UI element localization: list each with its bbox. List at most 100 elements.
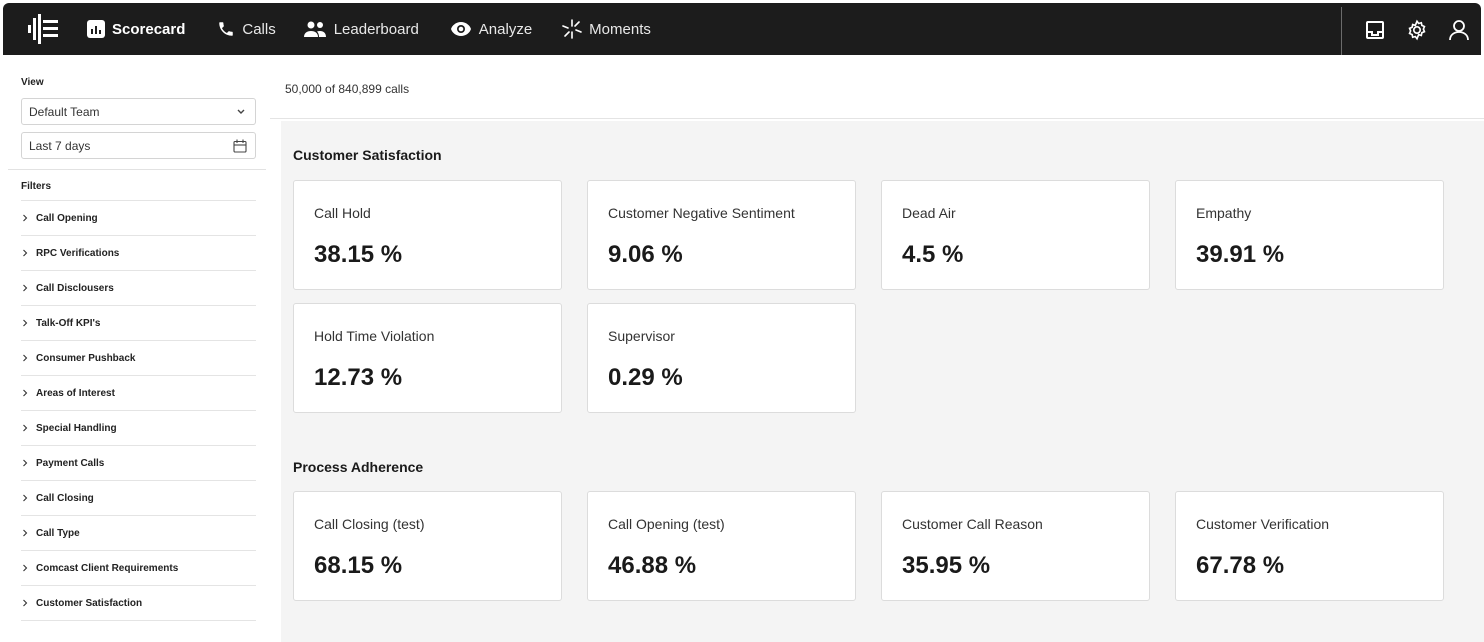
chevron-right-icon: [21, 284, 36, 292]
metric-label: Empathy: [1196, 205, 1252, 221]
filter-item-label: Call Opening: [36, 212, 98, 224]
filter-item-call-type[interactable]: Call Type: [21, 516, 256, 551]
nav-label: Moments: [589, 20, 651, 38]
phone-icon: [217, 20, 235, 38]
metric-value: 39.91 %: [1196, 241, 1285, 268]
chevron-right-icon: [21, 494, 36, 502]
metric-value: 35.95 %: [902, 552, 991, 579]
filter-item-consumer-pushback[interactable]: Consumer Pushback: [21, 341, 256, 376]
nav-leaderboard[interactable]: Leaderboard: [303, 3, 419, 55]
metric-card-call-hold[interactable]: Call Hold 38.15 %: [293, 180, 562, 290]
filter-item-label: Call Closing: [36, 492, 94, 504]
chevron-right-icon: [21, 424, 36, 432]
metric-value: 68.15 %: [314, 552, 403, 579]
chevron-right-icon: [21, 214, 36, 222]
app-logo-icon[interactable]: [27, 14, 59, 44]
nav-label: Analyze: [478, 20, 533, 38]
filter-item-call-opening[interactable]: Call Opening: [21, 201, 256, 236]
view-label: View: [21, 77, 44, 88]
metric-label: Hold Time Violation: [314, 328, 435, 344]
team-select-value: Default Team: [29, 104, 100, 119]
main-nav: Scorecard Calls Leaderboard Analyze Mome…: [87, 3, 651, 55]
filter-item-label: Talk-Off KPI's: [36, 317, 101, 329]
filter-item-customer-satisfaction[interactable]: Customer Satisfaction: [21, 586, 256, 621]
people-icon: [303, 20, 327, 38]
filter-item-label: Call Disclousers: [36, 282, 114, 294]
metric-card-empathy[interactable]: Empathy 39.91 %: [1175, 180, 1444, 290]
filter-item-call-disclousers[interactable]: Call Disclousers: [21, 271, 256, 306]
metric-label: Call Opening (test): [608, 516, 725, 532]
section-title-process-adherence: Process Adherence: [293, 459, 424, 475]
nav-label: Leaderboard: [333, 20, 419, 38]
filter-item-label: Special Handling: [36, 422, 117, 434]
sidebar: View Default Team Last 7 days Filters Ca…: [0, 55, 270, 642]
metric-value: 46.88 %: [608, 552, 697, 579]
filter-item-label: Call Type: [36, 527, 80, 539]
chevron-down-icon: [235, 105, 247, 120]
sidebar-divider: [8, 169, 266, 170]
user-icon[interactable]: [1445, 17, 1473, 43]
top-navigation-bar: Scorecard Calls Leaderboard Analyze Mome…: [3, 3, 1481, 55]
chevron-right-icon: [21, 564, 36, 572]
gear-icon[interactable]: [1403, 17, 1431, 43]
nav-analyze[interactable]: Analyze: [450, 3, 532, 55]
chevron-right-icon: [21, 599, 36, 607]
metric-value: 38.15 %: [314, 241, 403, 268]
metric-card-customer-negative-sentiment[interactable]: Customer Negative Sentiment 9.06 %: [587, 180, 856, 290]
metric-label: Call Closing (test): [314, 516, 425, 532]
sparkle-icon: [562, 19, 582, 39]
filter-item-label: Consumer Pushback: [36, 352, 136, 364]
metric-value: 4.5 %: [902, 241, 964, 268]
metric-value: 0.29 %: [608, 364, 683, 391]
metric-label: Customer Call Reason: [902, 516, 1043, 532]
call-count: 50,000 of 840,899 calls: [285, 82, 410, 96]
filter-item-areas-of-interest[interactable]: Areas of Interest: [21, 376, 256, 411]
scorecard-content: Customer Satisfaction Call Hold 38.15 % …: [281, 121, 1484, 642]
metric-card-call-opening-test[interactable]: Call Opening (test) 46.88 %: [587, 491, 856, 601]
metric-label: Customer Negative Sentiment: [608, 205, 795, 221]
metric-label: Customer Verification: [1196, 516, 1330, 532]
section-title-customer-satisfaction: Customer Satisfaction: [293, 147, 442, 163]
metric-card-call-closing-test[interactable]: Call Closing (test) 68.15 %: [293, 491, 562, 601]
metric-value: 67.78 %: [1196, 552, 1285, 579]
inbox-icon[interactable]: [1361, 17, 1389, 43]
chevron-right-icon: [21, 529, 36, 537]
filter-list: Call Opening RPC Verifications Call Disc…: [21, 200, 256, 621]
metric-label: Supervisor: [608, 328, 675, 344]
date-range-select[interactable]: Last 7 days: [21, 132, 256, 159]
filter-item-special-handling[interactable]: Special Handling: [21, 411, 256, 446]
metric-card-hold-time-violation[interactable]: Hold Time Violation 12.73 %: [293, 303, 562, 413]
top-right-actions: [1361, 17, 1484, 43]
metric-card-supervisor[interactable]: Supervisor 0.29 %: [587, 303, 856, 413]
calendar-icon: [233, 139, 247, 156]
filter-item-rpc-verifications[interactable]: RPC Verifications: [21, 236, 256, 271]
chevron-right-icon: [21, 319, 36, 327]
metric-card-customer-verification[interactable]: Customer Verification 67.78 %: [1175, 491, 1444, 601]
filter-item-label: Comcast Client Requirements: [36, 562, 179, 574]
eye-icon: [450, 21, 472, 37]
date-range-value: Last 7 days: [29, 138, 91, 153]
nav-scorecard[interactable]: Scorecard: [87, 3, 185, 55]
nav-calls[interactable]: Calls: [217, 3, 276, 55]
metric-label: Call Hold: [314, 205, 371, 221]
metric-card-dead-air[interactable]: Dead Air 4.5 %: [881, 180, 1150, 290]
nav-divider: [1341, 7, 1342, 55]
chevron-right-icon: [21, 459, 36, 467]
metric-value: 12.73 %: [314, 364, 403, 391]
filter-item-label: Payment Calls: [36, 457, 105, 469]
nav-moments[interactable]: Moments: [562, 3, 651, 55]
nav-label: Scorecard: [112, 20, 186, 38]
filter-item-call-closing[interactable]: Call Closing: [21, 481, 256, 516]
filter-item-payment-calls[interactable]: Payment Calls: [21, 446, 256, 481]
chevron-right-icon: [21, 389, 36, 397]
filters-label: Filters: [21, 181, 52, 192]
chevron-right-icon: [21, 354, 36, 362]
results-header: 50,000 of 840,899 calls: [270, 55, 1484, 119]
metric-label: Dead Air: [902, 205, 956, 221]
filter-item-label: RPC Verifications: [36, 247, 120, 259]
metric-card-customer-call-reason[interactable]: Customer Call Reason 35.95 %: [881, 491, 1150, 601]
filter-item-talk-off-kpis[interactable]: Talk-Off KPI's: [21, 306, 256, 341]
filter-item-comcast-client-requirements[interactable]: Comcast Client Requirements: [21, 551, 256, 586]
team-select[interactable]: Default Team: [21, 98, 256, 125]
filter-item-label: Areas of Interest: [36, 387, 115, 399]
